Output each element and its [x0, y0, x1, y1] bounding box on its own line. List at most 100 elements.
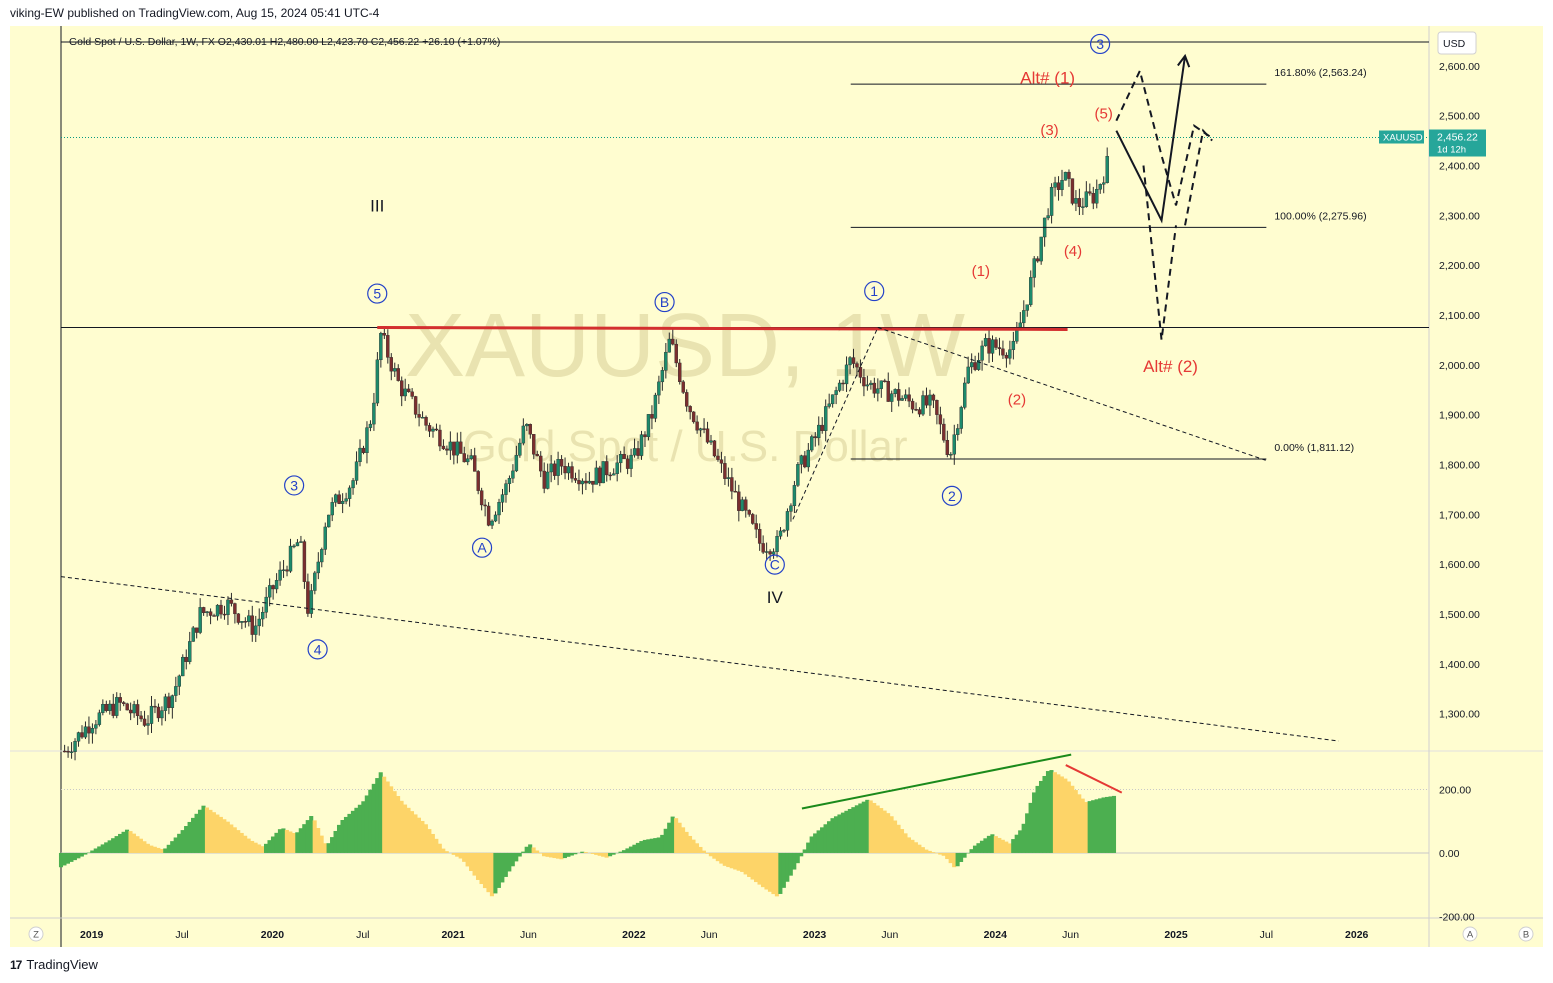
z-button-label[interactable]: Z	[33, 930, 39, 941]
candle-body	[917, 409, 922, 415]
osc-bar	[1094, 799, 1099, 853]
candle-body	[973, 362, 977, 370]
chart-panel[interactable]: XAUUSD, 1W Gold Spot / U.S. Dollar XAUUSD…	[10, 26, 1543, 947]
candle-body	[215, 604, 220, 617]
log-scale-button[interactable]	[1518, 926, 1534, 942]
wave-label: (5)	[1095, 106, 1113, 123]
candle-body	[983, 338, 988, 347]
candle-body	[69, 751, 74, 753]
candle-body	[424, 417, 428, 426]
osc-bar	[319, 835, 324, 853]
candle-body	[170, 695, 175, 708]
candle-body	[622, 453, 626, 460]
candle-body	[400, 380, 404, 397]
osc-bar	[152, 846, 157, 853]
candle-body	[333, 494, 338, 503]
osc-bar	[802, 849, 807, 853]
price-tick-label: 2,200.00	[1439, 260, 1480, 272]
watermark-description: Gold Spot / U.S. Dollar	[462, 422, 907, 471]
candle-body	[128, 709, 133, 714]
osc-bar	[364, 795, 369, 853]
osc-bar	[552, 852, 557, 859]
candle-body	[615, 462, 619, 474]
candle-body	[94, 724, 98, 729]
osc-bar	[851, 807, 856, 853]
osc-bar	[677, 822, 682, 853]
osc-bar	[104, 842, 109, 853]
osc-bar	[872, 802, 877, 853]
candle-body	[174, 686, 178, 696]
osc-bar	[142, 841, 147, 853]
osc-bar	[809, 836, 814, 853]
candle-body	[413, 396, 418, 415]
candle-body	[281, 569, 286, 571]
candle-body	[132, 704, 136, 714]
time-tick-label: 2021	[441, 929, 465, 941]
candle-body	[702, 428, 706, 430]
osc-bar	[396, 795, 401, 853]
candle-body	[883, 380, 887, 382]
candle-body	[976, 360, 981, 370]
candle-body	[817, 424, 821, 439]
osc-bar	[948, 852, 953, 864]
osc-bar	[750, 852, 755, 880]
candle-body	[236, 613, 241, 623]
candle-body	[375, 359, 380, 404]
candle-body	[747, 510, 751, 515]
candle-body	[528, 424, 532, 435]
candle-body	[361, 447, 366, 454]
time-tick-label: 2019	[80, 929, 104, 941]
candle-body	[208, 611, 213, 616]
osc-bar	[976, 843, 981, 853]
chart-canvas[interactable]: XAUUSD, 1W Gold Spot / U.S. Dollar XAUUSD…	[10, 26, 1543, 947]
wave-label: (2)	[1008, 392, 1026, 409]
osc-bar	[778, 852, 783, 894]
candle-body	[285, 569, 289, 572]
time-tick-label: 2024	[984, 929, 1008, 941]
osc-bar	[712, 852, 717, 859]
wave-label: 4	[314, 641, 322, 657]
osc-bar	[868, 800, 873, 853]
osc-bar	[1070, 785, 1075, 853]
osc-bar	[990, 834, 995, 853]
osc-bar	[156, 847, 161, 853]
osc-bar	[111, 838, 116, 853]
auto-scale-button-label[interactable]: A	[1467, 930, 1474, 941]
osc-bar	[1108, 796, 1113, 853]
osc-bar	[979, 840, 984, 853]
candle-body	[306, 581, 310, 614]
osc-bar	[608, 852, 613, 857]
osc-bar	[840, 812, 845, 853]
candle-body	[153, 705, 157, 708]
osc-bar	[100, 844, 105, 853]
osc-bar	[514, 852, 519, 862]
candle-body	[320, 549, 324, 563]
auto-scale-button[interactable]	[1462, 926, 1478, 942]
candle-body	[872, 382, 877, 394]
osc-bar	[486, 852, 491, 893]
osc-bar	[225, 821, 230, 853]
osc-bar	[309, 816, 314, 853]
osc-bar	[1101, 797, 1106, 853]
wave-label-circle	[307, 639, 328, 660]
candle-body	[507, 478, 512, 484]
z-button[interactable]	[28, 926, 44, 942]
candle-body	[879, 380, 883, 389]
candle-body	[723, 463, 727, 479]
candle-body	[500, 494, 505, 503]
log-scale-button-label[interactable]: B	[1523, 930, 1529, 941]
osc-bar	[336, 824, 342, 853]
tradingview-logo[interactable]: 17 TradingView	[10, 957, 98, 972]
tradingview-brand: TradingView	[26, 957, 98, 972]
osc-bar	[392, 791, 397, 853]
osc-bar	[455, 852, 460, 857]
candle-body	[598, 467, 602, 484]
candle-body	[1077, 198, 1082, 208]
osc-bar	[264, 843, 269, 853]
osc-bar	[952, 852, 957, 868]
osc-bar	[444, 851, 449, 853]
oscillator-layer: -200.00 0.00 200.00	[58, 753, 1475, 923]
candle-body	[327, 514, 331, 528]
candle-body	[653, 394, 658, 419]
